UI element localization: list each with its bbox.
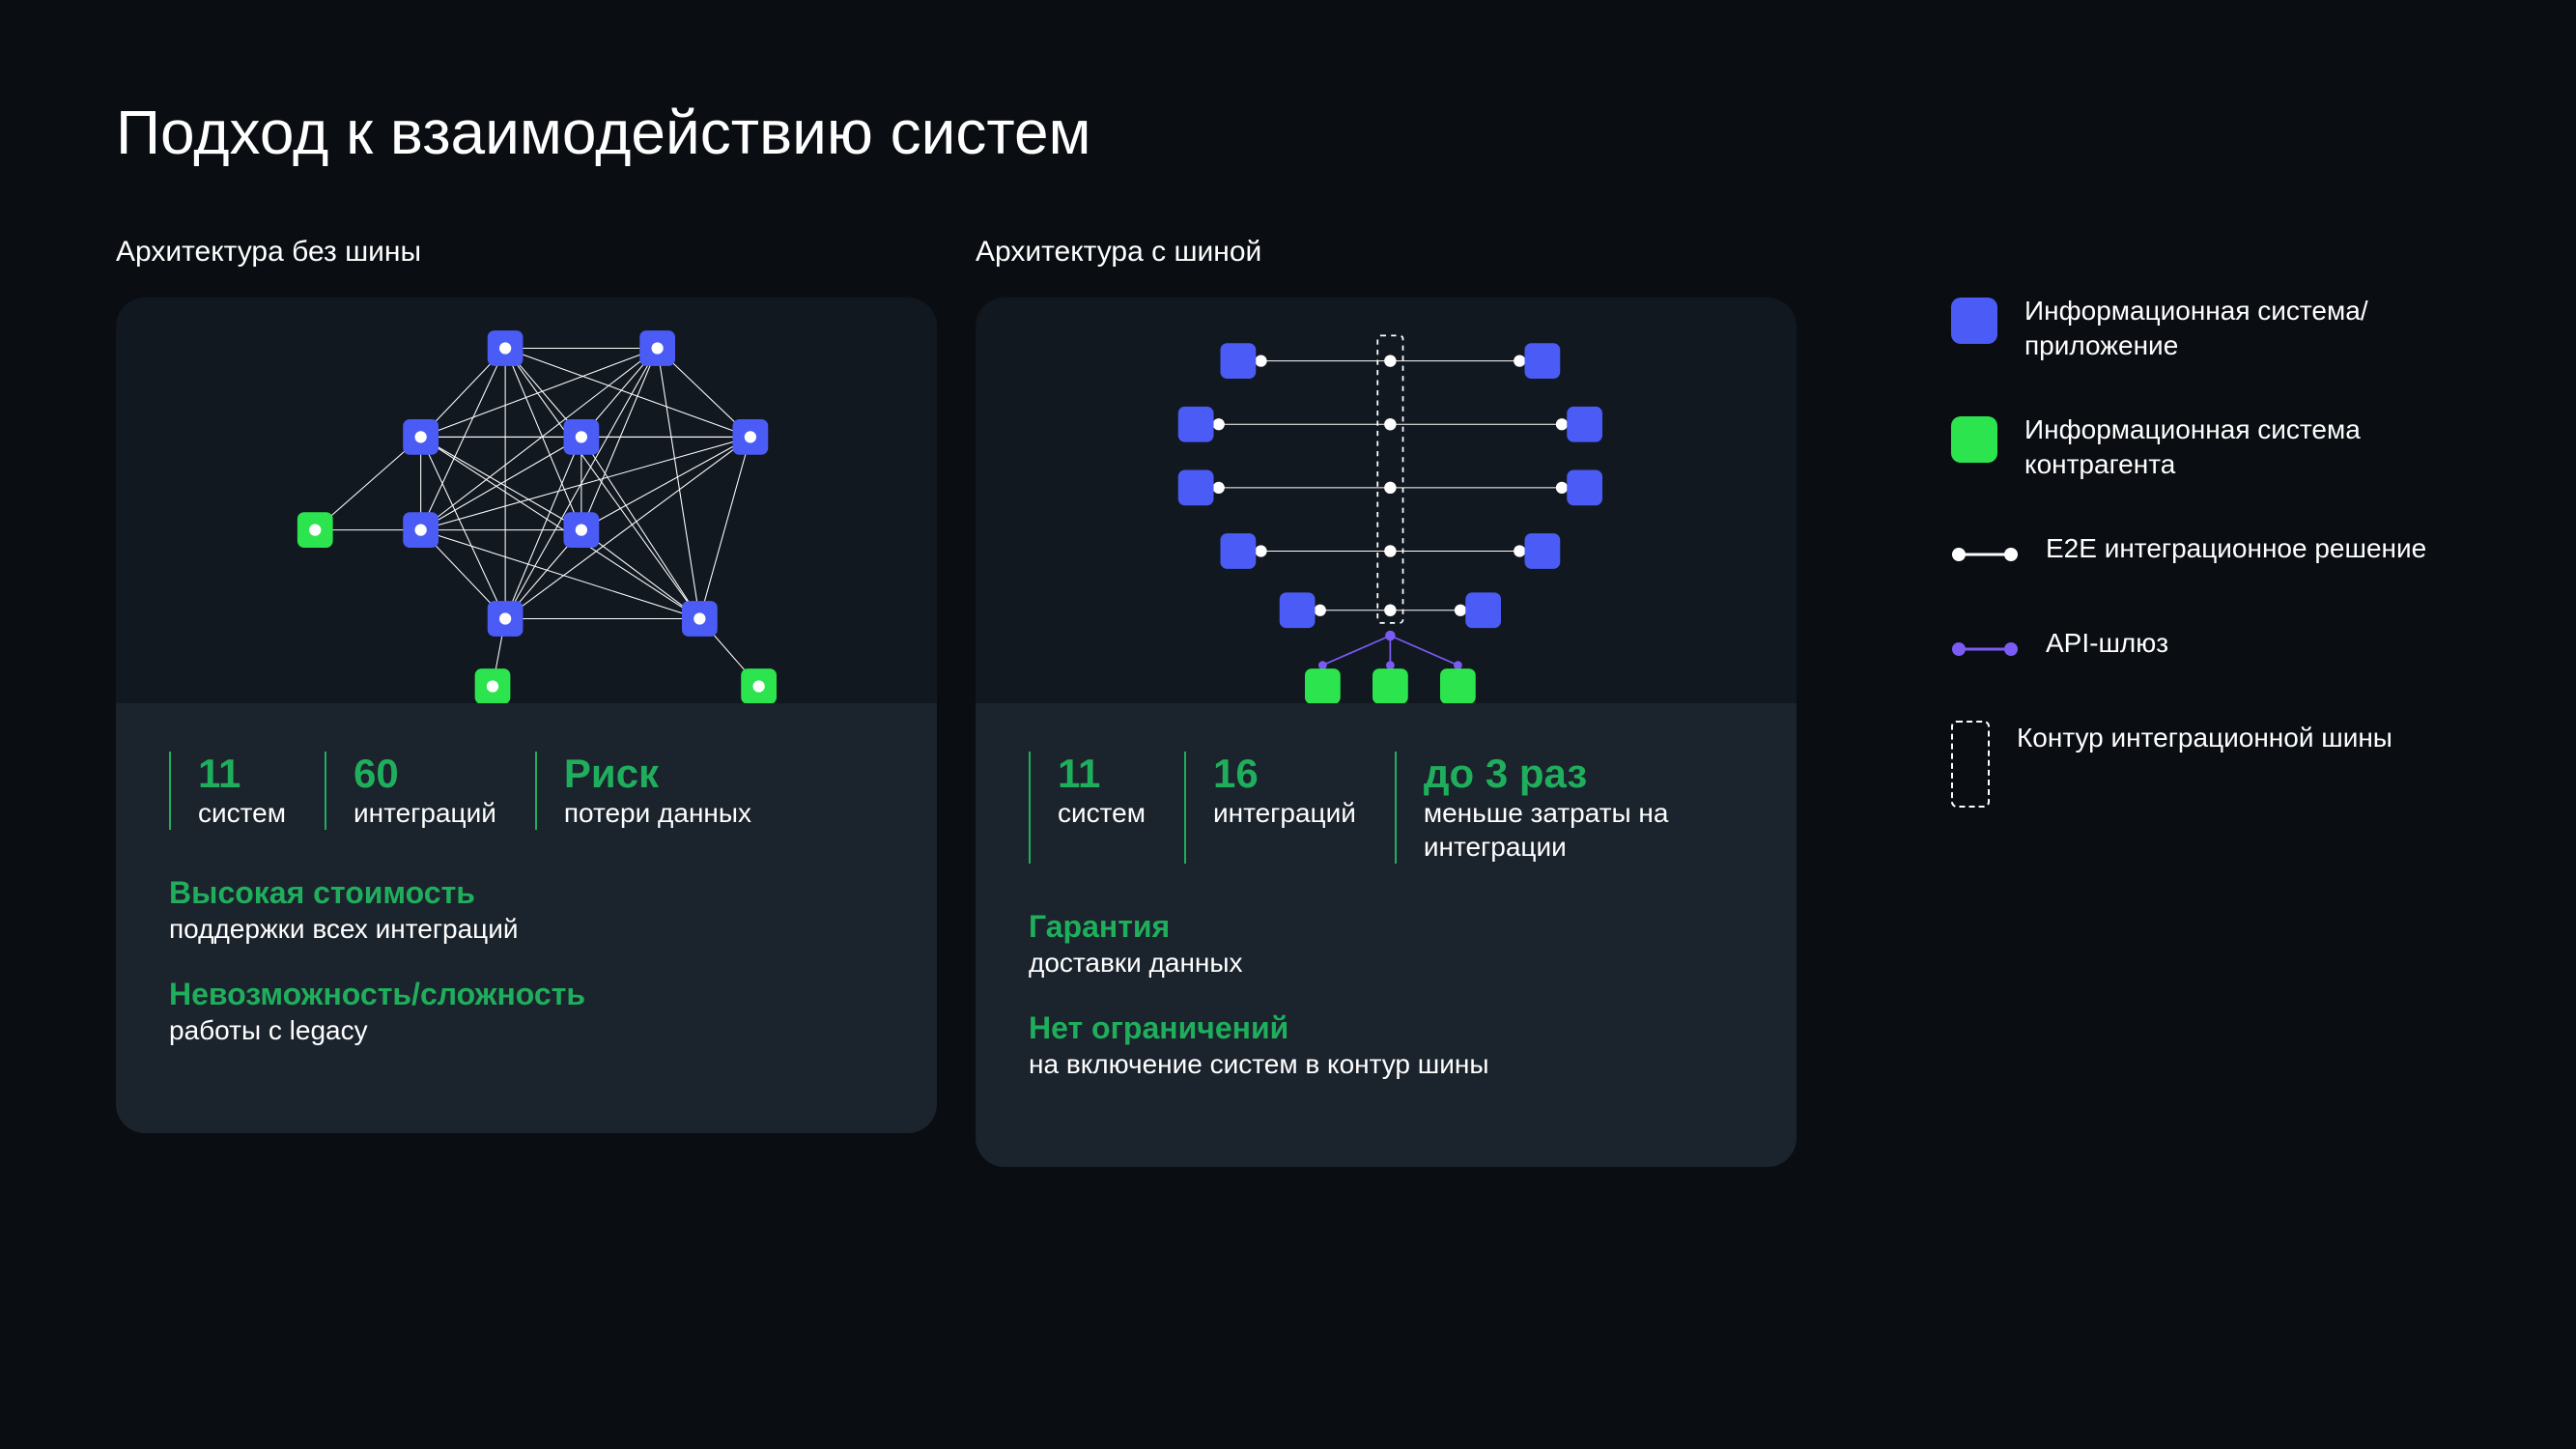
legend-text: E2E интеграционное решение [2046,531,2426,566]
point-block: Высокая стоимость поддержки всех интегра… [169,873,884,947]
main-grid: Архитектура без шины 11 систем 60 интегр… [116,236,2460,1167]
point-block: Гарантия доставки данных [1029,907,1743,980]
stat-block: 16 интеграций [1184,752,1356,864]
right-stats-row: 11 систем 16 интеграций до 3 раз меньше … [1029,752,1743,864]
point-sub: доставки данных [1029,946,1743,980]
point-sub: работы с legacy [169,1013,884,1048]
legend-line-icon [1951,531,2019,578]
left-column: Архитектура без шины 11 систем 60 интегр… [116,236,937,1167]
left-stats-area: 11 систем 60 интеграций Риск потери данн… [116,703,937,1133]
legend-item: Информационная система контрагента [1951,412,2453,483]
stat-block: Риск потери данных [535,752,751,830]
point-block: Невозможность/сложность работы с legacy [169,975,884,1048]
right-column: Архитектура с шиной 11 систем 16 интегра… [976,236,1797,1167]
legend-item: API-шлюз [1951,626,2453,672]
legend-item: E2E интеграционное решение [1951,531,2453,578]
stat-value: до 3 раз [1424,752,1743,796]
right-stats-area: 11 систем 16 интеграций до 3 раз меньше … [976,703,1797,1167]
stat-value: Риск [564,752,751,796]
stat-block: 60 интеграций [325,752,496,830]
stat-block: до 3 раз меньше затраты на интеграции [1395,752,1743,864]
page-title: Подход к взаимодействию систем [116,97,2460,168]
point-block: Нет ограничений на включение систем в ко… [1029,1009,1743,1082]
legend-text: Информационная система контрагента [2024,412,2453,483]
stat-value: 16 [1213,752,1356,796]
legend-dashbox-icon [1951,721,1990,808]
legend-line-icon [1951,626,2019,672]
legend-column: Информационная система/ приложение Информ… [1951,236,2453,1167]
point-sub: на включение систем в контур шины [1029,1047,1743,1082]
stat-label: потери данных [564,796,751,830]
stat-label: систем [1058,796,1146,830]
point-title: Невозможность/сложность [169,975,884,1013]
stat-label: интеграций [1213,796,1356,830]
legend-swatch-icon [1951,298,1997,344]
stat-value: 11 [198,752,286,796]
stat-label: интеграций [354,796,496,830]
legend-text: Информационная система/ приложение [2024,294,2453,364]
legend-text: Контур интеграционной шины [2017,721,2392,755]
point-sub: поддержки всех интеграций [169,912,884,947]
left-diagram-area [116,298,937,703]
right-diagram-area [976,298,1797,703]
left-stats-row: 11 систем 60 интеграций Риск потери данн… [169,752,884,830]
point-title: Нет ограничений [1029,1009,1743,1047]
right-subtitle: Архитектура с шиной [976,236,1797,269]
stat-block: 11 систем [169,752,286,830]
left-panel: 11 систем 60 интеграций Риск потери данн… [116,298,937,1133]
stat-label: систем [198,796,286,830]
stat-value: 11 [1058,752,1146,796]
point-title: Гарантия [1029,907,1743,946]
point-title: Высокая стоимость [169,873,884,912]
legend-text: API-шлюз [2046,626,2168,661]
stat-label: меньше затраты на интеграции [1424,796,1743,864]
right-diagram-svg [976,298,1797,703]
left-diagram-svg [116,298,937,703]
legend-swatch-icon [1951,416,1997,463]
stat-value: 60 [354,752,496,796]
legend-item: Информационная система/ приложение [1951,294,2453,364]
legend-item: Контур интеграционной шины [1951,721,2453,808]
left-subtitle: Архитектура без шины [116,236,937,269]
right-panel: 11 систем 16 интеграций до 3 раз меньше … [976,298,1797,1167]
stat-block: 11 систем [1029,752,1146,864]
